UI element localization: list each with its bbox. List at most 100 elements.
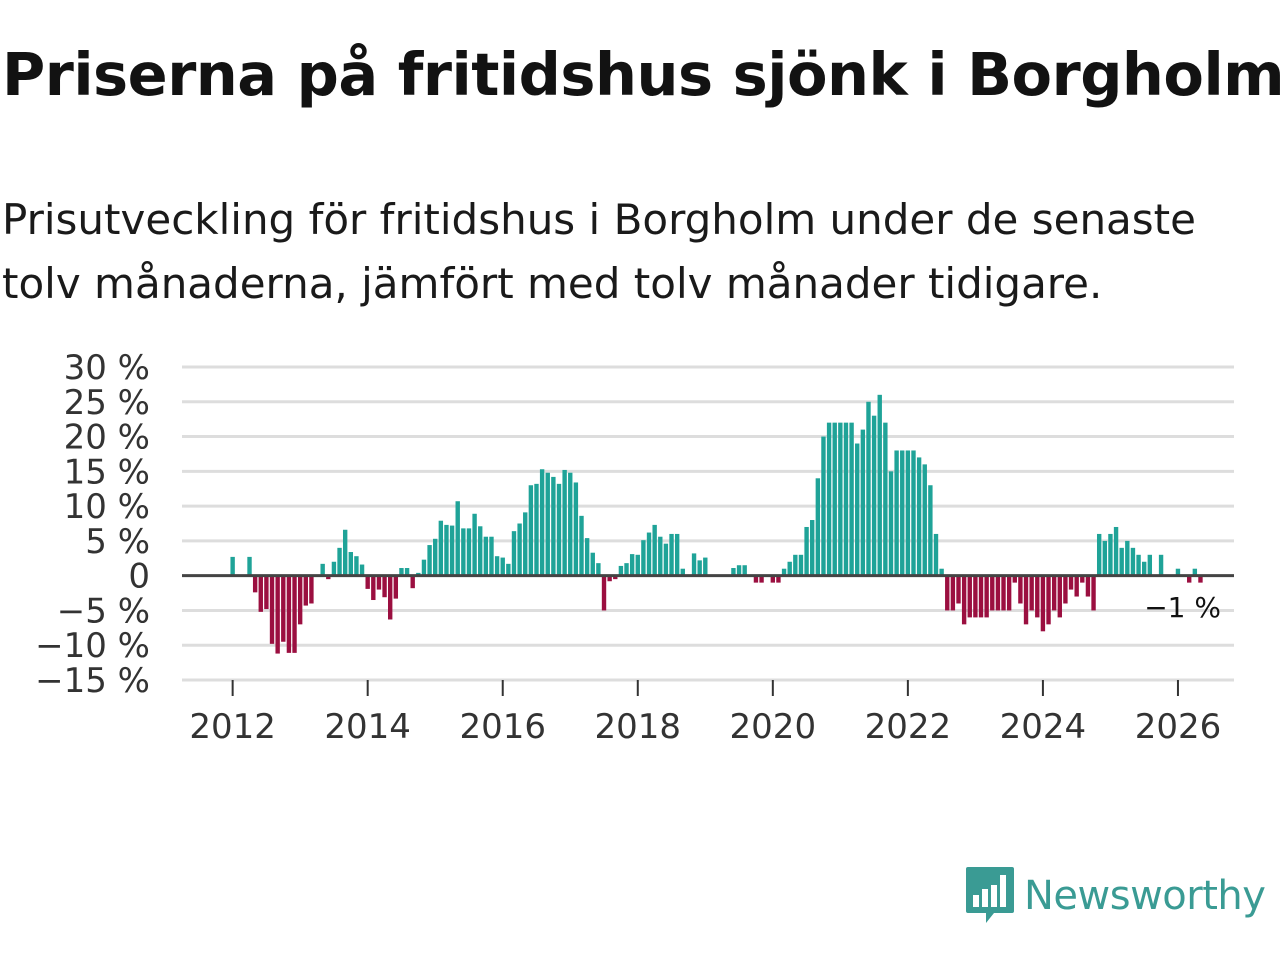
bar xyxy=(1012,575,1017,583)
y-tick-label: 25 % xyxy=(64,383,150,423)
bar xyxy=(911,450,916,576)
bar xyxy=(843,422,849,576)
bar xyxy=(1001,575,1006,611)
bar xyxy=(860,429,866,576)
bar xyxy=(461,528,466,576)
bar xyxy=(680,568,685,576)
bar xyxy=(590,552,595,576)
bar xyxy=(528,485,534,576)
bar xyxy=(359,564,365,576)
bar xyxy=(691,553,697,576)
bar xyxy=(1040,575,1046,632)
bar xyxy=(815,478,821,576)
bar xyxy=(433,538,438,576)
bar xyxy=(601,575,607,611)
bar xyxy=(483,536,489,576)
bar xyxy=(348,552,354,576)
bar xyxy=(596,563,601,576)
y-axis: 30 %25 %20 %15 %10 %5 %0−5 %−10 %−15 % xyxy=(35,348,150,701)
y-tick-label: 5 % xyxy=(85,522,150,562)
bar xyxy=(1147,554,1153,576)
bar xyxy=(365,575,370,589)
bar xyxy=(652,524,657,576)
bar xyxy=(759,575,764,583)
x-tick-label: 2024 xyxy=(1000,707,1087,747)
chart-title: Priserna på fritidshus sjönk i Borgholm xyxy=(2,40,1280,109)
bar xyxy=(1158,554,1164,576)
bar xyxy=(731,568,736,576)
bar xyxy=(331,561,337,576)
bar xyxy=(393,575,399,599)
x-tick-label: 2012 xyxy=(189,707,276,747)
bar xyxy=(337,547,342,576)
bar xyxy=(1125,540,1130,576)
bar xyxy=(1175,568,1181,576)
bar xyxy=(523,512,528,576)
bar xyxy=(258,575,263,612)
bar xyxy=(697,560,702,576)
bar xyxy=(1006,575,1012,611)
bar xyxy=(534,483,539,576)
bar xyxy=(562,469,567,576)
bar xyxy=(1018,575,1023,604)
bar xyxy=(573,482,579,576)
bar xyxy=(832,422,837,576)
bar xyxy=(1074,575,1079,597)
bar xyxy=(742,565,747,576)
bar xyxy=(545,472,550,576)
bar xyxy=(826,422,832,576)
bar xyxy=(1198,575,1203,583)
bar xyxy=(922,464,927,576)
newsworthy-logo-text: Newsworthy xyxy=(1024,873,1266,919)
bar xyxy=(1113,526,1119,576)
bar xyxy=(618,565,624,576)
bar xyxy=(995,575,1001,611)
bar xyxy=(1119,547,1124,576)
bar xyxy=(669,533,674,576)
y-tick-label: 15 % xyxy=(64,452,150,492)
bar xyxy=(1136,554,1141,576)
bar xyxy=(230,556,235,576)
bar xyxy=(883,422,888,576)
bar xyxy=(579,515,584,576)
bar xyxy=(399,568,404,576)
bar xyxy=(354,556,359,576)
bar xyxy=(449,525,455,576)
bar xyxy=(326,575,331,580)
bar xyxy=(1029,575,1034,611)
newsworthy-logo: Newsworthy xyxy=(964,864,1266,928)
bar xyxy=(1023,575,1029,625)
bar xyxy=(404,568,410,576)
bar xyxy=(629,554,635,576)
bar xyxy=(945,575,950,611)
bar xyxy=(956,575,961,604)
bar xyxy=(781,568,787,576)
bar xyxy=(961,575,967,625)
bar xyxy=(264,575,269,610)
bar xyxy=(342,529,348,576)
bar xyxy=(489,536,494,576)
bar xyxy=(810,520,815,576)
bar xyxy=(871,415,877,576)
bar xyxy=(658,536,663,576)
bar xyxy=(613,575,618,580)
bar xyxy=(427,545,432,576)
bar xyxy=(1102,540,1108,576)
bar xyxy=(866,401,871,576)
bar xyxy=(939,568,944,576)
bar xyxy=(551,476,556,576)
bar xyxy=(500,557,505,576)
bar xyxy=(793,554,798,576)
y-tick-label: 0 xyxy=(128,557,150,597)
bar xyxy=(916,457,922,576)
bar xyxy=(387,575,393,620)
bar xyxy=(494,556,500,576)
bar xyxy=(309,575,314,604)
chart-subtitle: Prisutveckling för fritidshus i Borgholm… xyxy=(2,195,1196,308)
bar xyxy=(933,533,939,576)
bar xyxy=(506,563,511,576)
bar xyxy=(804,526,809,576)
gridlines xyxy=(182,365,1234,682)
bar xyxy=(478,526,483,576)
bar xyxy=(900,450,905,576)
